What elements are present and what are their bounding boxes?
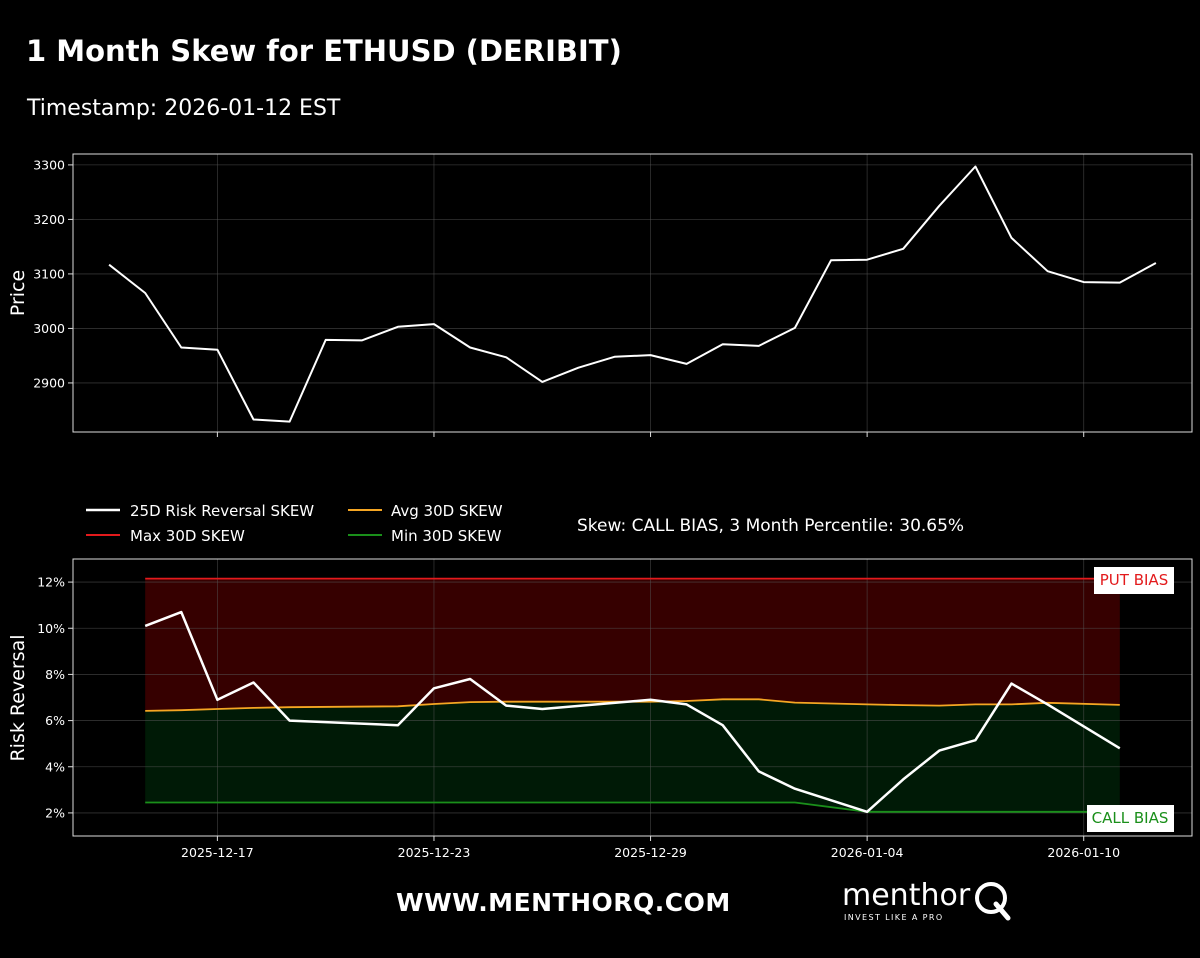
skew-grid (73, 559, 1192, 836)
legend-label-avg: Avg 30D SKEW (391, 502, 503, 520)
logo-q-icon (975, 882, 1011, 921)
x-tick-label: 2025-12-17 (181, 845, 254, 860)
legend-label-rr: 25D Risk Reversal SKEW (130, 502, 314, 520)
y-tick-label: 3200 (33, 212, 65, 227)
put-bias-band (145, 578, 1120, 711)
y-tick-label: 8% (45, 667, 65, 682)
logo-wordmark: menthor (842, 878, 971, 913)
y-tick-label: 12% (37, 575, 65, 590)
legend-label-min: Min 30D SKEW (391, 527, 502, 545)
min-skew-line (145, 801, 1120, 813)
price-chart: 2900 3000 3100 3200 3300 Price (7, 153, 1193, 437)
x-tick-label: 2025-12-23 (398, 845, 471, 860)
x-tick-label: 2026-01-04 (831, 845, 904, 860)
footer-website-link[interactable]: WWW.MENTHORQ.COM (396, 888, 731, 917)
x-tick-label: 2026-01-10 (1047, 845, 1120, 860)
y-tick-label: 3300 (33, 157, 65, 172)
skew-plot-frame (72, 558, 1193, 837)
legend-label-max: Max 30D SKEW (130, 527, 245, 545)
logo-tagline: INVEST LIKE A PRO (844, 913, 944, 922)
call-bias-box (1087, 805, 1174, 832)
skew-legend: 25D Risk Reversal SKEW Max 30D SKEW Avg … (86, 502, 503, 545)
price-plot-frame (72, 153, 1193, 433)
skew-chart: 2% 4% 6% 8% 10% 12% 2025-12-17 2025-12-23 2025-… (7, 558, 1193, 860)
price-grid (73, 154, 1192, 432)
put-bias-box (1094, 567, 1174, 594)
price-line (108, 165, 1157, 423)
y-tick-label: 4% (45, 759, 65, 774)
y-tick-label: 6% (45, 713, 65, 728)
y-tick-label: 2900 (33, 375, 65, 390)
price-axis-label: Price (7, 270, 29, 316)
y-tick-label: 10% (37, 621, 65, 636)
y-tick-label: 3000 (33, 321, 65, 336)
y-tick-label: 3100 (33, 266, 65, 281)
menthorq-logo: menthor INVEST LIKE A PRO (842, 878, 1022, 928)
call-bias-label: CALL BIAS (1092, 809, 1169, 827)
chart-title: 1 Month Skew for ETHUSD (DERIBIT) (26, 34, 622, 68)
call-bias-band (145, 699, 1120, 812)
risk-reversal-line (144, 610, 1121, 814)
x-tick-label: 2025-12-29 (614, 845, 687, 860)
risk-reversal-axis-label: Risk Reversal (7, 634, 29, 761)
timestamp-subtitle: Timestamp: 2026-01-12 EST (27, 96, 341, 121)
skew-status-text: Skew: CALL BIAS, 3 Month Percentile: 30.… (577, 516, 964, 536)
y-tick-label: 2% (45, 805, 65, 820)
put-bias-label: PUT BIAS (1100, 571, 1168, 589)
